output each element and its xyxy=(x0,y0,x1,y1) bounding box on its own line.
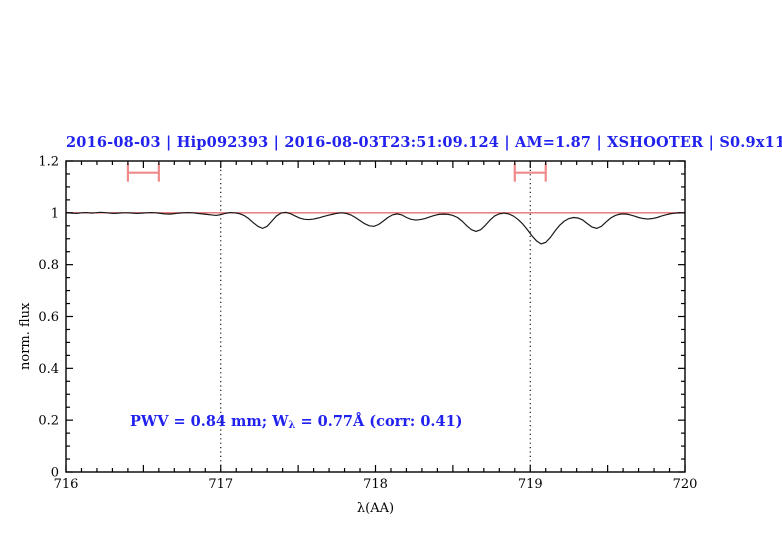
svg-text:1: 1 xyxy=(51,206,59,221)
svg-text:716: 716 xyxy=(54,477,79,492)
error-bar-markers xyxy=(126,163,547,182)
pwv-annotation: PWV = 0.84 mm; Wλ = 0.77Å (corr: 0.41) xyxy=(130,413,463,432)
x-axis-label: λ(AA) xyxy=(357,501,394,516)
spectrum-curve xyxy=(65,211,681,245)
svg-text:0: 0 xyxy=(51,466,59,481)
svg-text:0.2: 0.2 xyxy=(38,414,59,429)
svg-text:0.6: 0.6 xyxy=(38,310,59,325)
axis-tick-labels: 716 717 718 719 720 0 0.2 0.4 0.6 0.8 1 1.2 xyxy=(38,155,697,493)
svg-text:0.4: 0.4 xyxy=(38,362,59,377)
svg-text:1.2: 1.2 xyxy=(38,155,59,170)
svg-text:0.8: 0.8 xyxy=(38,258,59,273)
svg-text:718: 718 xyxy=(363,477,388,492)
plot-title: 2016-08-03 | Hip092393 | 2016-08-03T23:5… xyxy=(66,134,782,151)
svg-text:717: 717 xyxy=(208,477,233,492)
svg-text:720: 720 xyxy=(673,477,698,492)
axis-ticks xyxy=(65,160,686,473)
svg-text:719: 719 xyxy=(518,477,543,492)
y-axis-label: norm. flux xyxy=(18,302,33,370)
svg-text:λ(AA): λ(AA) xyxy=(357,501,394,516)
